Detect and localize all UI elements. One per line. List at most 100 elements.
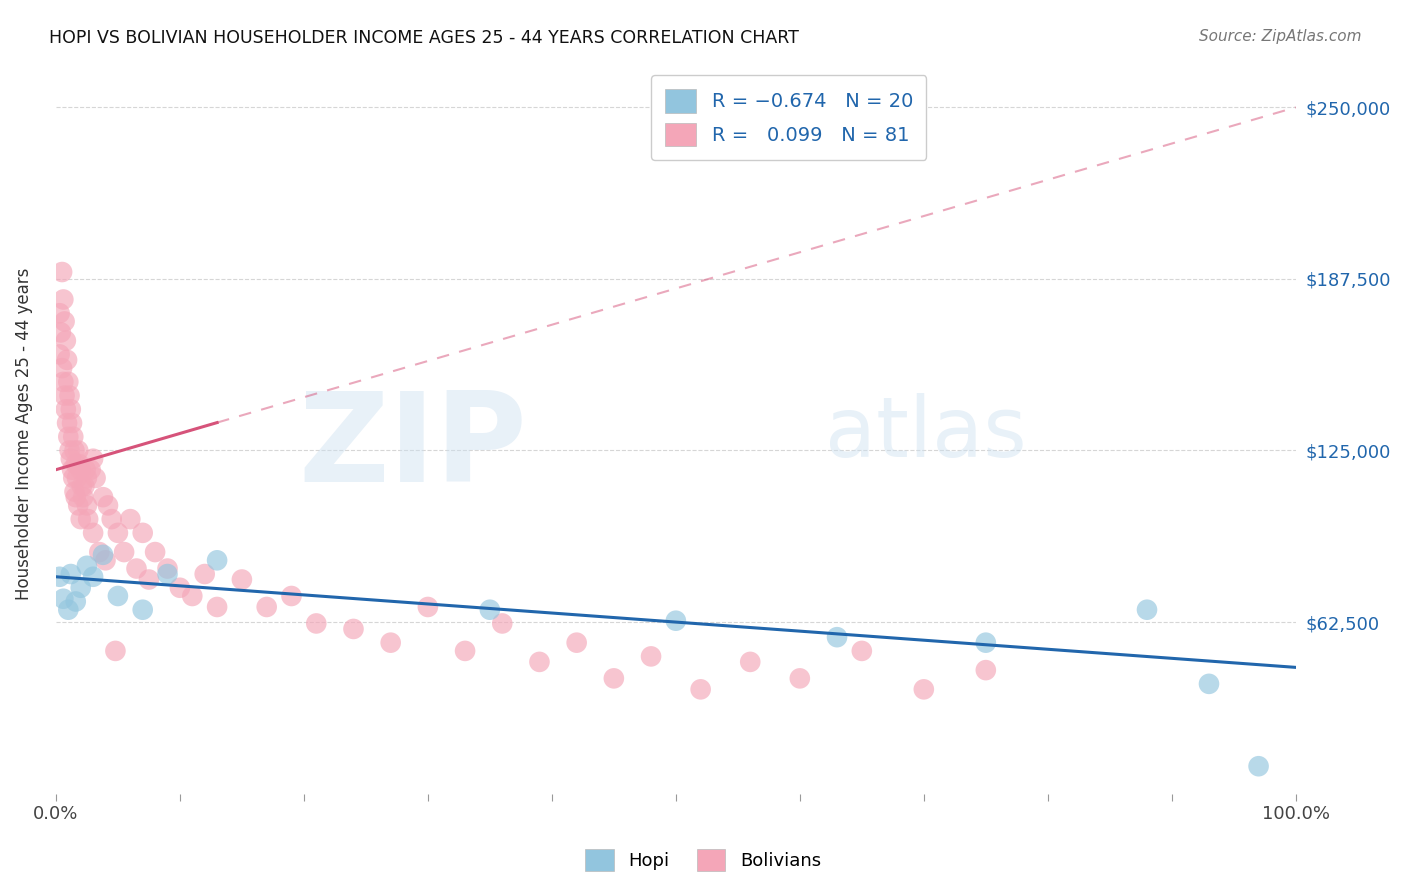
Point bbox=[58, 375, 80, 389]
Point bbox=[205, 553, 228, 567]
Point bbox=[603, 671, 626, 685]
Point bbox=[58, 388, 80, 402]
Point bbox=[56, 352, 79, 367]
Point bbox=[58, 603, 80, 617]
Point bbox=[48, 306, 70, 320]
Point bbox=[1136, 603, 1159, 617]
Point bbox=[51, 361, 73, 376]
Point bbox=[100, 512, 122, 526]
Point bbox=[63, 443, 86, 458]
Point bbox=[156, 561, 179, 575]
Point bbox=[70, 479, 93, 493]
Point bbox=[107, 525, 129, 540]
Point bbox=[79, 463, 101, 477]
Point bbox=[51, 265, 73, 279]
Point bbox=[120, 512, 142, 526]
Point bbox=[66, 471, 89, 485]
Point bbox=[65, 490, 87, 504]
Point bbox=[131, 603, 153, 617]
Point bbox=[55, 334, 77, 348]
Legend: R = −0.674   N = 20, R =   0.099   N = 81: R = −0.674 N = 20, R = 0.099 N = 81 bbox=[651, 76, 927, 160]
Point bbox=[82, 451, 104, 466]
Point bbox=[62, 471, 84, 485]
Point bbox=[69, 581, 91, 595]
Point bbox=[84, 471, 107, 485]
Point bbox=[58, 443, 80, 458]
Point bbox=[231, 573, 253, 587]
Point bbox=[974, 635, 997, 649]
Point bbox=[280, 589, 302, 603]
Point bbox=[825, 630, 848, 644]
Point bbox=[169, 581, 191, 595]
Point bbox=[63, 484, 86, 499]
Point bbox=[104, 644, 127, 658]
Point bbox=[529, 655, 551, 669]
Point bbox=[112, 545, 135, 559]
Point bbox=[73, 479, 96, 493]
Point bbox=[107, 589, 129, 603]
Point bbox=[59, 451, 82, 466]
Point bbox=[125, 561, 148, 575]
Point bbox=[305, 616, 328, 631]
Point bbox=[76, 471, 98, 485]
Text: ZIP: ZIP bbox=[298, 387, 527, 508]
Point bbox=[94, 553, 117, 567]
Point bbox=[60, 463, 83, 477]
Point bbox=[67, 443, 90, 458]
Point bbox=[974, 663, 997, 677]
Point bbox=[52, 293, 75, 307]
Point bbox=[91, 548, 114, 562]
Point bbox=[67, 499, 90, 513]
Point bbox=[138, 573, 160, 587]
Point bbox=[1198, 677, 1220, 691]
Point bbox=[181, 589, 204, 603]
Point bbox=[49, 326, 72, 340]
Point bbox=[65, 457, 87, 471]
Text: Source: ZipAtlas.com: Source: ZipAtlas.com bbox=[1198, 29, 1361, 44]
Point bbox=[416, 599, 439, 614]
Text: atlas: atlas bbox=[825, 392, 1026, 474]
Point bbox=[143, 545, 166, 559]
Point bbox=[156, 567, 179, 582]
Point bbox=[91, 490, 114, 504]
Point bbox=[789, 671, 811, 685]
Point bbox=[256, 599, 278, 614]
Point bbox=[740, 655, 762, 669]
Point bbox=[59, 567, 82, 582]
Point bbox=[62, 430, 84, 444]
Point bbox=[65, 594, 87, 608]
Legend: Hopi, Bolivians: Hopi, Bolivians bbox=[578, 842, 828, 879]
Point bbox=[131, 525, 153, 540]
Point bbox=[60, 416, 83, 430]
Point bbox=[478, 603, 501, 617]
Point bbox=[912, 682, 935, 697]
Point bbox=[491, 616, 513, 631]
Point bbox=[58, 430, 80, 444]
Point bbox=[48, 570, 70, 584]
Point bbox=[69, 463, 91, 477]
Point bbox=[82, 570, 104, 584]
Point bbox=[194, 567, 217, 582]
Point bbox=[380, 635, 402, 649]
Point bbox=[565, 635, 588, 649]
Point bbox=[454, 644, 477, 658]
Point bbox=[69, 512, 91, 526]
Point bbox=[97, 499, 120, 513]
Point bbox=[76, 499, 98, 513]
Point bbox=[640, 649, 662, 664]
Point bbox=[48, 347, 70, 361]
Text: HOPI VS BOLIVIAN HOUSEHOLDER INCOME AGES 25 - 44 YEARS CORRELATION CHART: HOPI VS BOLIVIAN HOUSEHOLDER INCOME AGES… bbox=[49, 29, 799, 46]
Point bbox=[1247, 759, 1270, 773]
Point bbox=[55, 402, 77, 417]
Point bbox=[52, 375, 75, 389]
Point bbox=[76, 558, 98, 573]
Point bbox=[53, 388, 76, 402]
Point bbox=[665, 614, 688, 628]
Point bbox=[205, 599, 228, 614]
Point bbox=[342, 622, 364, 636]
Point bbox=[689, 682, 711, 697]
Point bbox=[56, 416, 79, 430]
Point bbox=[72, 490, 94, 504]
Point bbox=[69, 457, 91, 471]
Point bbox=[82, 525, 104, 540]
